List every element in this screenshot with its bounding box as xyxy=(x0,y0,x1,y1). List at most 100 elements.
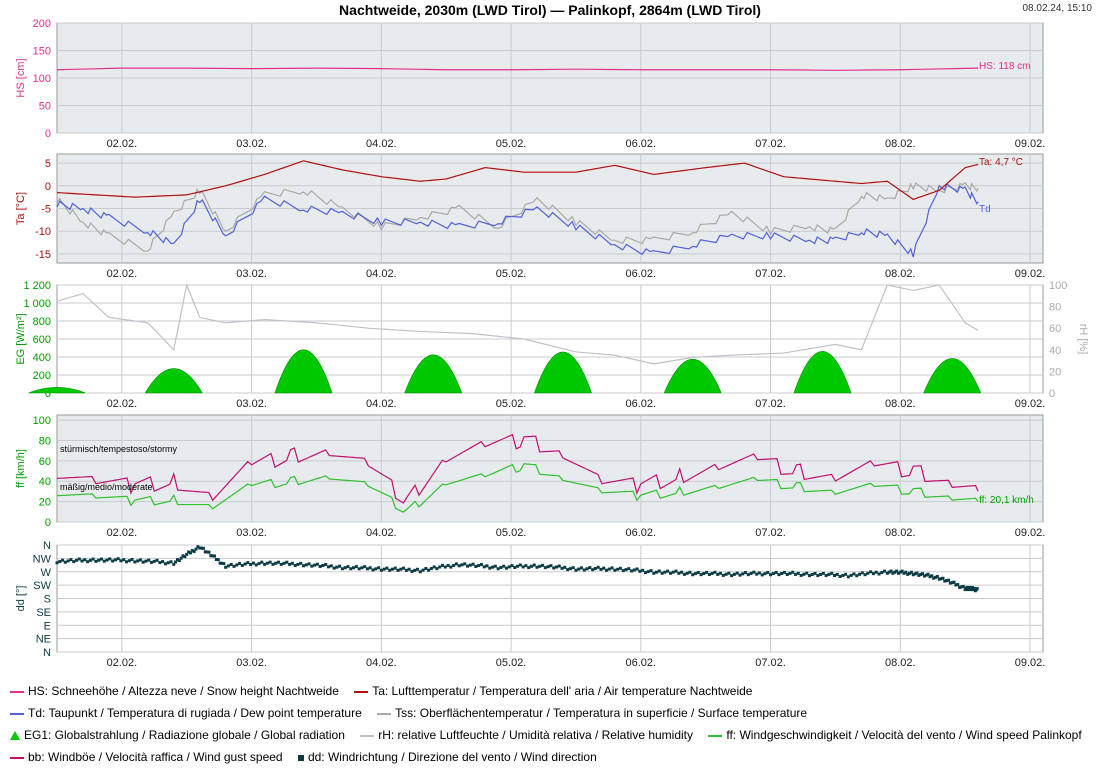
wind-direction-point xyxy=(496,567,500,571)
wind-direction-point xyxy=(296,562,300,566)
wind-direction-point xyxy=(304,563,308,567)
wind-direction-point xyxy=(599,567,603,571)
wind-direction-point xyxy=(777,573,781,577)
legend-item-bb: bb: Windböe / Velocità raffica / Wind gu… xyxy=(10,748,283,766)
x-tick-label: 07.02. xyxy=(755,657,786,669)
wind-direction-point xyxy=(491,565,495,569)
wind-direction-point xyxy=(913,572,917,576)
wind-direction-point xyxy=(276,560,280,564)
wind-direction-point xyxy=(438,565,442,569)
wind-direction-point xyxy=(746,573,750,577)
wind-direction-point xyxy=(91,557,95,561)
wind-direction-point xyxy=(185,552,189,556)
wind-direction-point xyxy=(649,569,653,573)
panel-radiation: 02.02. 03.02. 04.02. 05.02. 06.02. 07.02. 08.0… xyxy=(15,280,1089,410)
wind-direction-point xyxy=(97,558,101,562)
wind-direction-point xyxy=(794,572,798,576)
wind-direction-point xyxy=(125,560,129,564)
wind-direction-point xyxy=(86,560,90,564)
wind-direction-point xyxy=(869,570,873,574)
wind-direction-point xyxy=(327,565,331,569)
y-tick-label: -5 xyxy=(41,204,51,216)
wind-direction-point xyxy=(738,573,742,577)
wind-direction-point xyxy=(238,562,242,566)
y-tick-label: 600 xyxy=(33,334,51,346)
wind-direction-point xyxy=(863,573,867,577)
wind-direction-point xyxy=(147,558,151,562)
wind-direction-point xyxy=(975,587,979,591)
wind-direction-point xyxy=(246,561,250,565)
wind-direction-point xyxy=(660,571,664,575)
wind-direction-point xyxy=(371,568,375,572)
wind-direction-point xyxy=(213,554,217,558)
wind-direction-point xyxy=(616,567,620,571)
wind-direction-point xyxy=(194,547,198,551)
wind-direction-point xyxy=(961,584,965,588)
wind-direction-point xyxy=(691,573,695,577)
wind-direction-point xyxy=(932,576,936,580)
wind-direction-point xyxy=(260,560,264,564)
wind-direction-point xyxy=(627,567,631,571)
wind-direction-point xyxy=(844,572,848,576)
y-tick-label: NW xyxy=(33,553,52,565)
wind-direction-point xyxy=(838,575,842,579)
wind-direction-point xyxy=(921,572,925,576)
wind-direction-point xyxy=(133,560,137,564)
wind-direction-point xyxy=(399,567,403,571)
wind-direction-point xyxy=(638,569,642,573)
wind-direction-point xyxy=(335,565,339,569)
value-annotation: Ta: 4,7 °C xyxy=(979,157,1023,168)
x-tick-label: 03.02. xyxy=(236,138,267,150)
wind-direction-point xyxy=(605,568,609,572)
panel-direction: 02.02. 03.02. 04.02. 05.02. 06.02. 07.02. 08.0… xyxy=(15,540,1045,669)
wind-direction-point xyxy=(563,565,567,569)
wind-direction-point xyxy=(377,566,381,570)
wind-direction-point xyxy=(885,571,889,575)
y-axis-label: ff [km/h] xyxy=(15,449,27,488)
wind-direction-point xyxy=(732,572,736,576)
wind-direction-point xyxy=(307,562,311,566)
wind-direction-point xyxy=(574,568,578,572)
wind-direction-point xyxy=(183,555,187,559)
wind-direction-point xyxy=(385,566,389,570)
wind-direction-point xyxy=(214,558,218,562)
wind-direction-point xyxy=(749,571,753,575)
wind-direction-point xyxy=(724,572,728,576)
wind-direction-point xyxy=(83,558,87,562)
wind-direction-point xyxy=(624,568,628,572)
wind-direction-point xyxy=(883,569,887,573)
wind-direction-point xyxy=(105,558,109,562)
panel-wind: 02.02. 03.02. 04.02. 05.02. 06.02. 07.02. 08.0… xyxy=(15,414,1045,539)
wind-direction-point xyxy=(911,573,915,577)
wind-direction-point xyxy=(99,557,103,561)
wind-direction-point xyxy=(968,585,972,589)
wind-direction-point xyxy=(588,566,592,570)
wind-direction-point xyxy=(674,569,678,573)
wind-direction-point xyxy=(771,572,775,576)
x-tick-label: 03.02. xyxy=(236,657,267,669)
wind-direction-point xyxy=(902,571,906,575)
y-tick-label: N xyxy=(43,647,51,659)
chart-title: Nachtweide, 2030m (LWD Tirol) — Palinkop… xyxy=(339,2,761,18)
wind-direction-point xyxy=(934,575,938,579)
wind-direction-point xyxy=(446,563,450,567)
wind-direction-point xyxy=(452,563,456,567)
wind-direction-point xyxy=(279,562,283,566)
value-annotation: HS: 118 cm xyxy=(979,61,1031,72)
wind-direction-point xyxy=(618,566,622,570)
x-tick-label: 05.02. xyxy=(496,398,527,410)
wind-direction-point xyxy=(744,571,748,575)
wind-direction-point xyxy=(179,556,183,560)
wind-direction-point xyxy=(243,562,247,566)
wind-direction-point xyxy=(719,571,723,575)
wind-direction-point xyxy=(630,569,634,573)
y-tick-label: SE xyxy=(36,607,51,619)
wind-direction-point xyxy=(554,565,558,569)
wind-direction-point xyxy=(935,574,939,578)
value-annotation: ff: 20,1 km/h xyxy=(979,495,1034,506)
y-tick-label: 1 000 xyxy=(23,298,51,310)
wind-direction-point xyxy=(585,567,589,571)
wind-direction-point xyxy=(216,558,220,562)
wind-direction-point xyxy=(240,563,244,567)
wind-direction-point xyxy=(468,563,472,567)
